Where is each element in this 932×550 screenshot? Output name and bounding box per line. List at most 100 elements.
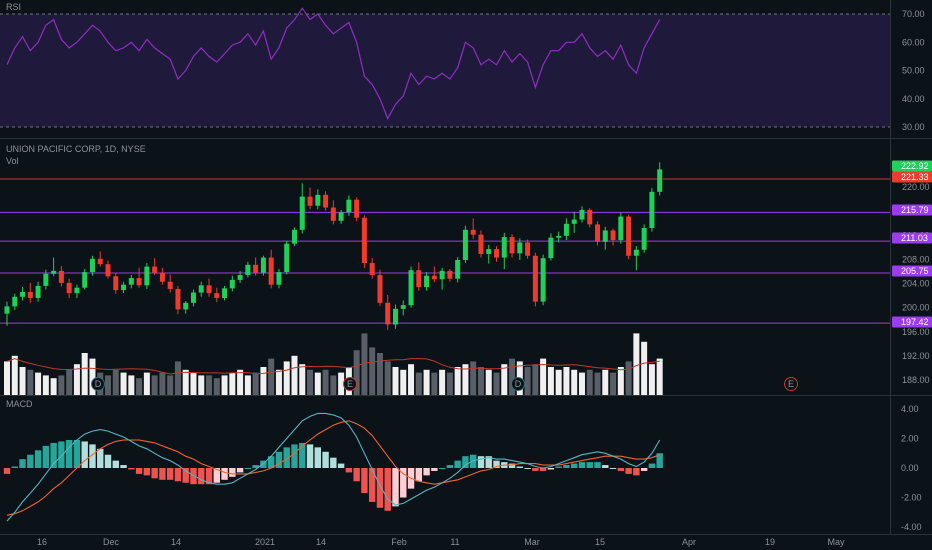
macd-histogram-bar <box>174 468 182 482</box>
price-tag-label: 222.92 <box>901 161 929 171</box>
volume-bar <box>314 372 321 395</box>
macd-tick-label: 2.00 <box>901 434 919 444</box>
candle-body <box>377 275 383 303</box>
candle-body <box>478 234 484 254</box>
volume-bar <box>501 364 508 395</box>
price-tag <box>892 316 932 328</box>
volume-bar <box>4 361 10 395</box>
volume-bar <box>586 369 593 395</box>
macd-histogram-bar <box>438 468 446 469</box>
volume-bar <box>66 369 73 395</box>
candle-body <box>237 275 243 280</box>
volume-bar <box>58 375 65 395</box>
time-tick-label: 19 <box>765 537 775 547</box>
macd-histogram-bar <box>524 468 531 469</box>
candle-body <box>416 270 422 288</box>
macd-histogram-bar <box>376 468 384 508</box>
macd-title: MACD <box>6 399 33 409</box>
macd-histogram-bar <box>120 465 127 468</box>
macd-histogram-bar <box>617 468 625 471</box>
macd-histogram-bar <box>291 444 298 468</box>
macd-histogram-bar <box>337 463 345 468</box>
volume-bar <box>213 378 220 395</box>
volume-bar <box>229 372 236 395</box>
volume-bar <box>167 375 174 395</box>
volume-bar <box>307 369 314 395</box>
volume-bar <box>555 369 562 395</box>
price-tick-label: 192.00 <box>902 351 930 361</box>
macd-histogram-bar <box>431 468 438 471</box>
volume-bar <box>330 375 337 395</box>
macd-histogram-bar <box>260 460 267 468</box>
macd-histogram-bar <box>112 460 119 468</box>
volume-bar <box>244 375 251 395</box>
macd-histogram-bar <box>361 468 368 494</box>
candle-body <box>633 249 639 256</box>
candle-body <box>74 287 80 294</box>
macd-histogram-bar <box>190 468 197 485</box>
candle-body <box>657 169 663 192</box>
volume-bar <box>252 372 259 395</box>
macd-histogram-bar <box>151 468 158 479</box>
volume-bar <box>190 372 197 395</box>
volume-bar <box>648 364 655 395</box>
candle-body <box>400 305 406 309</box>
macd-histogram-bar <box>609 468 617 469</box>
candle-body <box>501 237 507 258</box>
dividend-marker-label: D <box>515 379 522 389</box>
candle-body <box>641 228 647 250</box>
candle-body <box>27 291 33 298</box>
volume-ma-line <box>6 358 660 375</box>
volume-bar <box>198 375 205 395</box>
macd-histogram-bar <box>415 468 423 482</box>
price-tag-label: 221.33 <box>901 172 929 182</box>
horizontal-levels <box>0 178 890 324</box>
volume-bar <box>563 367 570 395</box>
candle-body <box>35 285 41 298</box>
candle-body <box>338 212 344 221</box>
macd-histogram-bar <box>89 444 96 468</box>
volume-bar <box>431 372 438 395</box>
volume-bar <box>400 369 407 395</box>
macd-histogram-bar <box>244 468 252 469</box>
volume-bar <box>617 367 624 395</box>
candle-body <box>175 288 181 310</box>
time-tick-label: Dec <box>103 537 120 547</box>
dividend-marker <box>91 377 105 391</box>
macd-histogram-bar <box>594 462 601 468</box>
rsi-axis: 70.00 60.00 50.00 40.00 30.00 <box>902 9 925 132</box>
macd-signal-line <box>6 420 660 516</box>
volume-bar <box>633 333 640 395</box>
candle-body <box>610 230 616 241</box>
volume-bar <box>509 358 516 395</box>
macd-histogram-bar <box>532 468 539 471</box>
volume-bar <box>159 372 166 395</box>
candle-body <box>618 216 624 241</box>
candle-body <box>229 279 235 289</box>
candle-body <box>455 259 461 279</box>
earnings-marker <box>343 377 357 391</box>
rsi-tick-label: 70.00 <box>902 9 925 19</box>
candle-body <box>385 302 391 325</box>
volume-bar <box>268 358 275 395</box>
macd-histogram-bar <box>182 468 189 483</box>
volume-bar <box>454 367 461 395</box>
macd-histogram-bar <box>368 468 376 502</box>
macd-histogram-bar <box>330 457 337 468</box>
candle-body <box>245 264 251 276</box>
macd-histogram-bar <box>306 444 314 468</box>
candle-body <box>354 199 360 218</box>
candle-body <box>299 196 305 230</box>
candle-body <box>152 266 158 273</box>
volume-label: Vol <box>6 156 19 166</box>
candle-body <box>89 258 95 273</box>
volume-bar <box>392 367 399 395</box>
rsi-line <box>6 7 661 120</box>
time-tick-label: 14 <box>316 537 326 547</box>
macd-histogram-bar <box>213 468 220 483</box>
candle-body <box>66 282 72 294</box>
volume-bar <box>423 369 430 395</box>
